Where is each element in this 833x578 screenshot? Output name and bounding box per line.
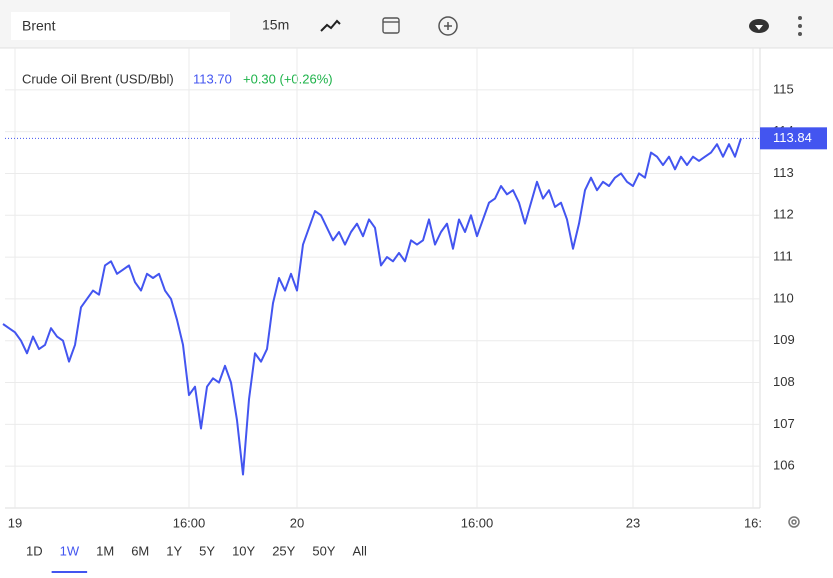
y-tick-label: 107 xyxy=(773,416,795,431)
price-change: +0.30 (+0.26%) xyxy=(243,71,333,86)
y-tick-label: 115 xyxy=(773,81,794,96)
instrument-title: Crude Oil Brent (USD/Bbl) xyxy=(22,71,174,86)
range-button[interactable]: All xyxy=(352,543,367,558)
y-tick-label: 108 xyxy=(773,374,795,389)
last-price: 113.70 xyxy=(193,71,232,86)
range-button[interactable]: 1W xyxy=(60,543,80,558)
y-tick-label: 113 xyxy=(773,165,794,180)
last-price-tag-label: 113.84 xyxy=(773,130,812,145)
download-icon[interactable] xyxy=(749,19,769,33)
range-button[interactable]: 5Y xyxy=(199,543,215,558)
range-button[interactable]: 10Y xyxy=(232,543,255,558)
x-tick-label: 20 xyxy=(290,515,304,530)
y-tick-label: 106 xyxy=(773,458,795,473)
y-tick-label: 112 xyxy=(773,207,794,222)
x-tick-label: 16:00 xyxy=(461,515,494,530)
x-tick-label: 19 xyxy=(8,515,22,530)
x-tick-label: 23 xyxy=(626,515,640,530)
range-button[interactable]: 1Y xyxy=(166,543,182,558)
price-line xyxy=(2,138,742,476)
range-button[interactable]: 25Y xyxy=(272,543,295,558)
calendar-icon[interactable] xyxy=(382,17,400,34)
symbol[interactable]: Brent xyxy=(22,18,56,34)
symbol-box[interactable] xyxy=(11,12,230,40)
x-tick-label: 16:00 xyxy=(173,515,206,530)
menu-icon[interactable] xyxy=(798,16,802,36)
range-button[interactable]: 50Y xyxy=(312,543,335,558)
range-selected-underline xyxy=(51,571,88,573)
last-price-tag xyxy=(760,127,827,150)
chart-type-icon[interactable] xyxy=(320,19,341,32)
y-tick-label: 110 xyxy=(773,290,794,305)
range-button[interactable]: 6M xyxy=(131,543,149,558)
interval[interactable]: 15m xyxy=(262,17,289,33)
y-tick-label: 109 xyxy=(773,332,795,347)
range-button[interactable]: 1D xyxy=(26,543,43,558)
add-icon[interactable] xyxy=(438,16,458,36)
range-button[interactable]: 1M xyxy=(96,543,114,558)
x-tick-label: 16: xyxy=(744,515,762,530)
settings-icon[interactable] xyxy=(788,516,800,528)
y-tick-label: 111 xyxy=(773,249,793,264)
